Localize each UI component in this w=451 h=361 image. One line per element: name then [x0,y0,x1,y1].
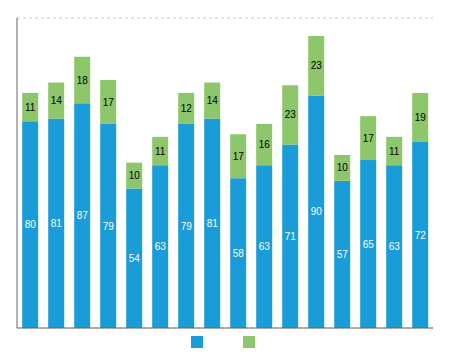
svg-text:16: 16 [259,139,271,150]
svg-text:23: 23 [285,109,297,120]
svg-text:81: 81 [51,218,63,229]
svg-text:54: 54 [129,253,141,264]
svg-text:18: 18 [77,75,89,86]
svg-text:87: 87 [77,210,89,221]
svg-text:11: 11 [25,102,36,113]
svg-text:57: 57 [337,249,349,260]
svg-text:71: 71 [285,231,297,242]
svg-text:17: 17 [363,133,375,144]
svg-text:79: 79 [181,221,193,232]
svg-text:19: 19 [415,112,427,123]
svg-text:10: 10 [337,162,349,173]
svg-text:81: 81 [207,218,219,229]
svg-text:63: 63 [259,241,271,252]
svg-text:11: 11 [389,146,400,157]
svg-text:17: 17 [233,151,245,162]
svg-text:72: 72 [415,230,427,241]
svg-text:65: 65 [363,239,375,250]
svg-text:63: 63 [155,241,167,252]
svg-text:90: 90 [311,206,323,217]
svg-text:10: 10 [129,170,141,181]
svg-text:14: 14 [207,95,219,106]
svg-text:79: 79 [103,221,115,232]
svg-text:12: 12 [181,103,193,114]
svg-text:23: 23 [311,60,323,71]
svg-text:14: 14 [51,95,63,106]
svg-text:17: 17 [103,97,115,108]
svg-text:11: 11 [155,146,166,157]
svg-text:80: 80 [25,219,37,230]
svg-text:63: 63 [389,241,401,252]
svg-text:58: 58 [233,248,245,259]
